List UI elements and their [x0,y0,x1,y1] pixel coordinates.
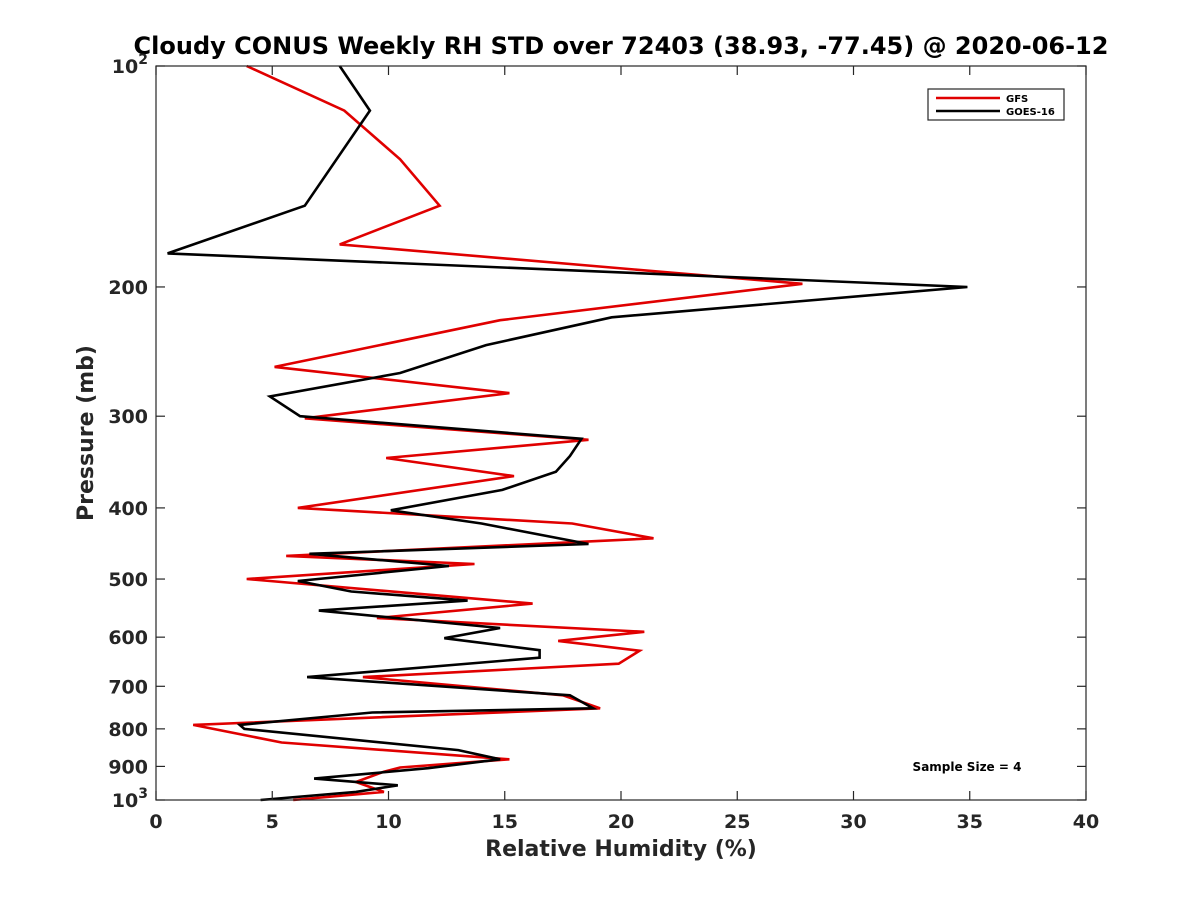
y-tick-label: 700 [108,676,148,698]
y-tick-label: 102 [112,52,148,78]
sample-size-annotation: Sample Size = 4 [913,760,1022,774]
y-axis: 102 200 300 400 500 600 700 800 900 103 [108,52,1086,812]
y-tick-label: 300 [108,406,148,428]
x-axis-label: Relative Humidity (%) [485,837,757,862]
legend: GFS GOES-16 [927,88,1065,121]
x-tick-label: 20 [608,811,634,833]
series-line-goes16 [167,65,968,802]
x-tick-label: 15 [492,811,518,833]
y-tick-label: 400 [108,498,148,520]
y-tick-label: 500 [108,569,148,591]
x-tick-label: 5 [266,811,279,833]
x-tick-label: 25 [724,811,750,833]
chart-title: Cloudy CONUS Weekly RH STD over 72403 (3… [134,32,1109,60]
legend-label-gfs: GFS [1006,94,1028,105]
series-line-gfs [192,64,803,802]
legend-label-goes16: GOES-16 [1006,107,1055,118]
x-tick-label: 10 [375,811,401,833]
legend-box [927,88,1065,121]
series-layer [167,64,968,802]
y-axis-label: Pressure (mb) [74,345,99,521]
x-tick-label: 0 [149,811,162,833]
x-axis: 0 5 10 15 20 25 30 35 40 [149,66,1099,833]
x-tick-label: 35 [957,811,983,833]
y-tick-label: 200 [108,277,148,299]
x-tick-label: 30 [840,811,866,833]
y-tick-label: 103 [112,786,148,812]
y-tick-label: 600 [108,627,148,649]
x-tick-label: 40 [1073,811,1099,833]
plot-frame [155,65,1087,801]
y-tick-label: 800 [108,719,148,741]
y-tick-label: 900 [108,756,148,778]
